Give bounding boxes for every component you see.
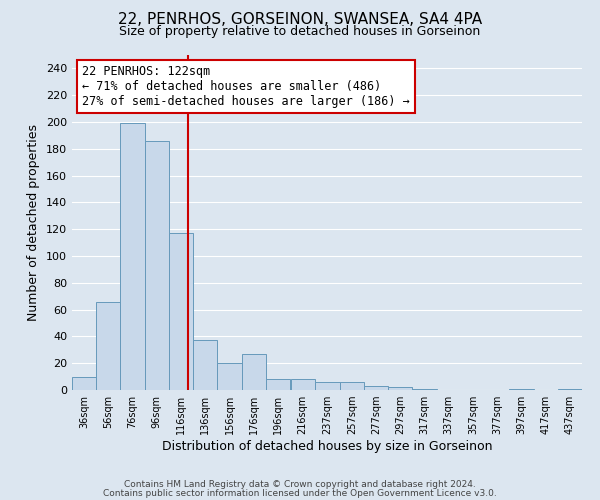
Bar [169,233,193,390]
Text: 22, PENRHOS, GORSEINON, SWANSEA, SA4 4PA: 22, PENRHOS, GORSEINON, SWANSEA, SA4 4PA [118,12,482,28]
Bar [145,141,169,390]
Text: Contains HM Land Registry data © Crown copyright and database right 2024.: Contains HM Land Registry data © Crown c… [124,480,476,489]
Bar [509,388,533,390]
Bar [291,380,316,390]
Bar [558,388,582,390]
Bar [193,340,217,390]
X-axis label: Distribution of detached houses by size in Gorseinon: Distribution of detached houses by size … [162,440,492,453]
Text: Size of property relative to detached houses in Gorseinon: Size of property relative to detached ho… [119,25,481,38]
Bar [316,382,340,390]
Bar [388,388,412,390]
Bar [412,388,437,390]
Bar [217,363,242,390]
Y-axis label: Number of detached properties: Number of detached properties [28,124,40,321]
Bar [340,382,364,390]
Bar [121,124,145,390]
Bar [242,354,266,390]
Text: Contains public sector information licensed under the Open Government Licence v3: Contains public sector information licen… [103,488,497,498]
Text: 22 PENRHOS: 122sqm
← 71% of detached houses are smaller (486)
27% of semi-detach: 22 PENRHOS: 122sqm ← 71% of detached hou… [82,65,410,108]
Bar [72,376,96,390]
Bar [266,380,290,390]
Bar [364,386,388,390]
Bar [96,302,121,390]
